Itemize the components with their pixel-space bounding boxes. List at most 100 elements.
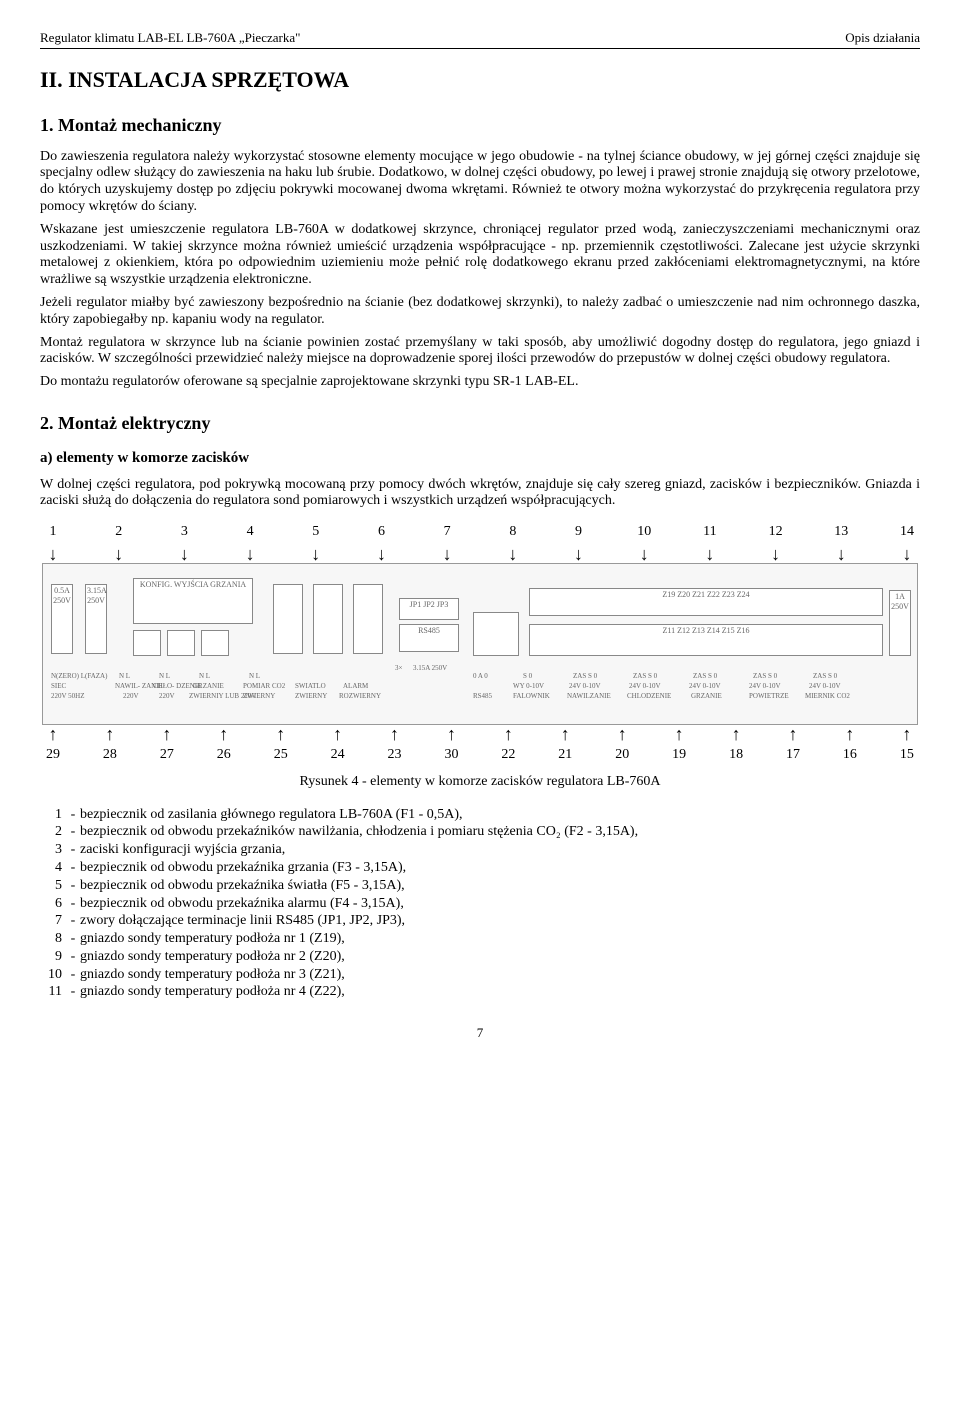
legend-dash: - <box>66 878 80 895</box>
legend-text: bezpiecznik od obwodu przekaźnika światł… <box>80 878 920 895</box>
page-number: 7 <box>40 1025 920 1041</box>
legend-dash: - <box>66 824 80 841</box>
legend-text: zwory dołączające terminacje linii RS485… <box>80 913 920 930</box>
legend-num: 11 <box>40 984 66 1001</box>
diagram-label: N L <box>249 672 260 680</box>
ruler-bottom-num: 21 <box>554 747 576 764</box>
diagram-label: POWIETRZE <box>749 692 789 700</box>
diagram-label: N L <box>199 672 210 680</box>
diagram-block: 3.15A 250V <box>85 584 107 654</box>
ruler-bottom: 29282726252423302221201918171615 <box>42 747 918 764</box>
arrow-up-icon: ↑ <box>156 725 178 743</box>
ruler-bottom-num: 19 <box>668 747 690 764</box>
ruler-bottom-num: 15 <box>896 747 918 764</box>
diagram-label: N L <box>159 672 170 680</box>
ruler-bottom-num: 27 <box>156 747 178 764</box>
arrow-up-icon: ↑ <box>497 725 519 743</box>
diagram-label: ZWIERNY <box>295 692 327 700</box>
diagram-label: ZAS S 0 <box>573 672 597 680</box>
diagram-block <box>273 584 303 654</box>
ruler-top-num: 3 <box>173 524 195 541</box>
arrow-up-icon: ↑ <box>611 725 633 743</box>
section2-p1: W dolnej części regulatora, pod pokrywką… <box>40 477 920 511</box>
diagram-label: N(ZERO) L(FAZA) <box>51 672 107 680</box>
legend-item: 6-bezpiecznik od obwodu przekaźnika alar… <box>40 896 920 913</box>
legend-num: 6 <box>40 896 66 913</box>
legend-num: 4 <box>40 860 66 877</box>
arrows-top: ↓↓↓↓↓↓↓↓↓↓↓↓↓↓ <box>42 545 918 563</box>
diagram-label: 220V <box>123 692 139 700</box>
ruler-bottom-num: 16 <box>839 747 861 764</box>
ruler-top-num: 10 <box>633 524 655 541</box>
arrow-down-icon: ↓ <box>239 545 261 563</box>
arrow-up-icon: ↑ <box>384 725 406 743</box>
legend-dash: - <box>66 807 80 824</box>
diagram-label: N L <box>119 672 130 680</box>
legend-item: 11-gniazdo sondy temperatury podłoża nr … <box>40 984 920 1001</box>
ruler-top-num: 9 <box>568 524 590 541</box>
legend-item: 9-gniazdo sondy temperatury podłoża nr 2… <box>40 949 920 966</box>
diagram-block: JP1 JP2 JP3 <box>399 598 459 620</box>
ruler-bottom-num: 28 <box>99 747 121 764</box>
arrow-down-icon: ↓ <box>896 545 918 563</box>
arrow-up-icon: ↑ <box>896 725 918 743</box>
arrows-bottom: ↑↑↑↑↑↑↑↑↑↑↑↑↑↑↑↑ <box>42 725 918 743</box>
ruler-top-num: 11 <box>699 524 721 541</box>
ruler-bottom-num: 18 <box>725 747 747 764</box>
diagram-label: NAWILZANIE <box>567 692 611 700</box>
ruler-top-num: 4 <box>239 524 261 541</box>
legend-num: 10 <box>40 967 66 984</box>
arrow-up-icon: ↑ <box>270 725 292 743</box>
diagram-label: CHLODZENIE <box>627 692 671 700</box>
legend-item: 5-bezpiecznik od obwodu przekaźnika świa… <box>40 878 920 895</box>
diagram-block <box>133 630 161 656</box>
legend-item: 2-bezpiecznik od obwodu przekaźników naw… <box>40 824 920 841</box>
arrow-up-icon: ↑ <box>668 725 690 743</box>
legend-item: 10-gniazdo sondy temperatury podłoża nr … <box>40 967 920 984</box>
legend-text: gniazdo sondy temperatury podłoża nr 3 (… <box>80 967 920 984</box>
ruler-bottom-num: 23 <box>384 747 406 764</box>
diagram-block: Z19 Z20 Z21 Z22 Z23 Z24 <box>529 588 883 616</box>
diagram-block: KONFIG. WYJŚCIA GRZANIA <box>133 578 253 624</box>
legend-dash: - <box>66 913 80 930</box>
diagram-label: GRZANIE <box>193 682 224 690</box>
ruler-bottom-num: 25 <box>270 747 292 764</box>
diagram-block <box>473 612 519 656</box>
diagram-label: POMIAR CO2 <box>243 682 285 690</box>
diagram-block: 0.5A 250V <box>51 584 73 654</box>
legend-num: 2 <box>40 824 66 841</box>
ruler-top: 1234567891011121314 <box>42 524 918 541</box>
header-left: Regulator klimatu LAB-EL LB-760A „Piecza… <box>40 30 300 46</box>
arrow-up-icon: ↑ <box>213 725 235 743</box>
ruler-bottom-num: 26 <box>213 747 235 764</box>
diagram-label: 24V 0-10V <box>809 682 841 690</box>
diagram-label: 220V <box>159 692 175 700</box>
ruler-top-num: 7 <box>436 524 458 541</box>
section1-p5: Do montażu regulatorów oferowane są spec… <box>40 374 920 391</box>
arrow-down-icon: ↓ <box>765 545 787 563</box>
arrow-up-icon: ↑ <box>725 725 747 743</box>
diagram-block <box>313 584 343 654</box>
ruler-top-num: 1 <box>42 524 64 541</box>
diagram-block: Z11 Z12 Z13 Z14 Z15 Z16 <box>529 624 883 656</box>
legend-dash: - <box>66 949 80 966</box>
legend-num: 7 <box>40 913 66 930</box>
doc-title: II. INSTALACJA SPRZĘTOWA <box>40 67 920 93</box>
section1-p3: Jeżeli regulator miałby być zawieszony b… <box>40 295 920 329</box>
diagram-block <box>167 630 195 656</box>
legend-text: gniazdo sondy temperatury podłoża nr 4 (… <box>80 984 920 1001</box>
ruler-top-num: 13 <box>830 524 852 541</box>
legend-dash: - <box>66 842 80 859</box>
legend-dash: - <box>66 931 80 948</box>
legend-text: bezpiecznik od obwodu przekaźnika grzani… <box>80 860 920 877</box>
arrow-up-icon: ↑ <box>440 725 462 743</box>
page-header: Regulator klimatu LAB-EL LB-760A „Piecza… <box>40 30 920 49</box>
legend-text: gniazdo sondy temperatury podłoża nr 2 (… <box>80 949 920 966</box>
diagram-label: SWIATLO <box>295 682 326 690</box>
diagram-block <box>353 584 383 654</box>
diagram-label: GRZANIE <box>691 692 722 700</box>
arrow-up-icon: ↑ <box>839 725 861 743</box>
legend-dash: - <box>66 967 80 984</box>
ruler-bottom-num: 17 <box>782 747 804 764</box>
figure-caption: Rysunek 4 - elementy w komorze zacisków … <box>40 774 920 791</box>
